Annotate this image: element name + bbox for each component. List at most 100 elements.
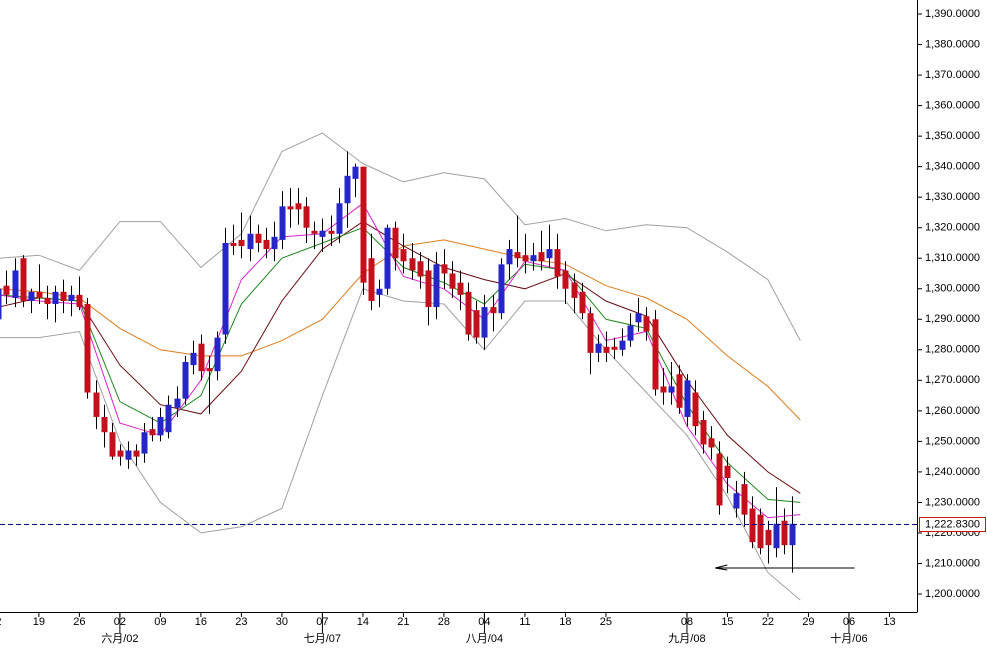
candle-body [635, 313, 642, 323]
candle-body [660, 386, 667, 393]
y-tick-label: 1,320.0000 [925, 222, 980, 234]
candle-body [198, 343, 205, 372]
candle-body [392, 227, 399, 259]
x-tick-label: 23 [235, 616, 247, 628]
candle-body [425, 270, 432, 308]
candle-body [700, 420, 707, 445]
candle-body [465, 291, 472, 335]
y-tick-label: 1,370.0000 [925, 69, 980, 81]
candle-body [733, 493, 740, 509]
candle-body [684, 380, 691, 417]
x-tick-label: 21 [397, 616, 409, 628]
candle-body [20, 258, 27, 301]
candle-body [546, 249, 553, 259]
candle-body [741, 484, 748, 515]
candle-body [109, 432, 116, 457]
candle-body [652, 319, 659, 390]
candle-body [165, 404, 172, 433]
candle-body [44, 297, 51, 305]
candle-body [101, 416, 108, 433]
x-tick-label: 2 [0, 616, 1, 628]
y-tick-label: 1,210.0000 [925, 557, 980, 569]
candle-body [52, 291, 59, 305]
candle-body [149, 429, 156, 436]
candle-body [344, 175, 351, 204]
candle-body [757, 514, 764, 549]
line-arrow [715, 564, 728, 571]
y-tick-label: 1,270.0000 [925, 374, 980, 386]
candle-body [182, 362, 189, 399]
candle-body [28, 291, 35, 301]
candle-body [271, 236, 278, 250]
month-label: 十月/06 [830, 631, 867, 645]
candle-body [749, 508, 756, 543]
y-tick-label: 1,380.0000 [925, 38, 980, 50]
indicator-line [0, 202, 801, 519]
candle-body [724, 465, 731, 479]
candle-body [76, 294, 83, 308]
candle-body [93, 392, 100, 417]
candle-body [190, 352, 197, 366]
candle-body [311, 230, 318, 234]
candle-body [619, 340, 626, 350]
y-tick-label: 1,330.0000 [925, 191, 980, 203]
candle-body [295, 203, 302, 210]
x-tick-label: 16 [195, 616, 207, 628]
x-tick-label: 09 [154, 616, 166, 628]
candle-body [441, 264, 448, 274]
candle-body [125, 450, 132, 460]
candle-body [538, 252, 545, 262]
candle-body [789, 523, 796, 546]
candle-body [692, 392, 699, 427]
candle-body [84, 304, 91, 393]
y-tick-label: 1,240.0000 [925, 466, 980, 478]
candle-body [579, 291, 586, 314]
candle-body [765, 529, 772, 546]
y-tick-label: 1,260.0000 [925, 405, 980, 417]
candle-body [514, 252, 521, 259]
candle-body [530, 255, 537, 262]
candle-body [676, 374, 683, 408]
candle-body [263, 239, 270, 250]
candle-body [384, 227, 391, 289]
candle-body [368, 258, 375, 301]
x-tick-label: 11 [519, 616, 530, 628]
indicator-line [0, 288, 801, 601]
candle-body [60, 291, 67, 301]
candle-body [522, 255, 529, 262]
indicator-line [0, 132, 801, 341]
x-tick-label: 29 [802, 616, 814, 628]
x-tick-label: 19 [33, 616, 45, 628]
candle-body [773, 523, 780, 549]
y-tick-label: 1,200.0000 [925, 588, 980, 600]
candle-body [587, 313, 594, 353]
candle-body [117, 450, 124, 457]
candle-body [417, 261, 424, 277]
candle-body [603, 346, 610, 353]
candle-body [562, 270, 569, 289]
y-tick-label: 1,310.0000 [925, 252, 980, 264]
y-tick-label: 1,350.0000 [925, 130, 980, 142]
x-tick-label: 28 [438, 616, 450, 628]
candle-body [433, 264, 440, 308]
x-tick-label: 13 [883, 616, 895, 628]
candle-body [490, 307, 497, 314]
month-label: 六月/02 [101, 632, 138, 645]
x-tick-label: 14 [357, 616, 369, 628]
x-tick-label: 26 [73, 616, 85, 628]
candle-body [400, 249, 407, 262]
candle-body [328, 230, 335, 234]
candle-body [238, 239, 245, 247]
month-label: 七月/07 [304, 632, 341, 645]
candle-body [279, 206, 286, 240]
y-tick-label: 1,390.0000 [925, 8, 980, 20]
month-label: 八月/04 [466, 633, 503, 645]
y-tick-label: 1,290.0000 [925, 313, 980, 325]
candle-body [255, 233, 262, 243]
last-price-label: 1,222.8300 [925, 518, 980, 530]
x-tick-label: 22 [762, 616, 774, 628]
candle-body [214, 337, 221, 372]
candle-body [781, 520, 788, 546]
y-tick-label: 1,280.0000 [925, 344, 980, 356]
